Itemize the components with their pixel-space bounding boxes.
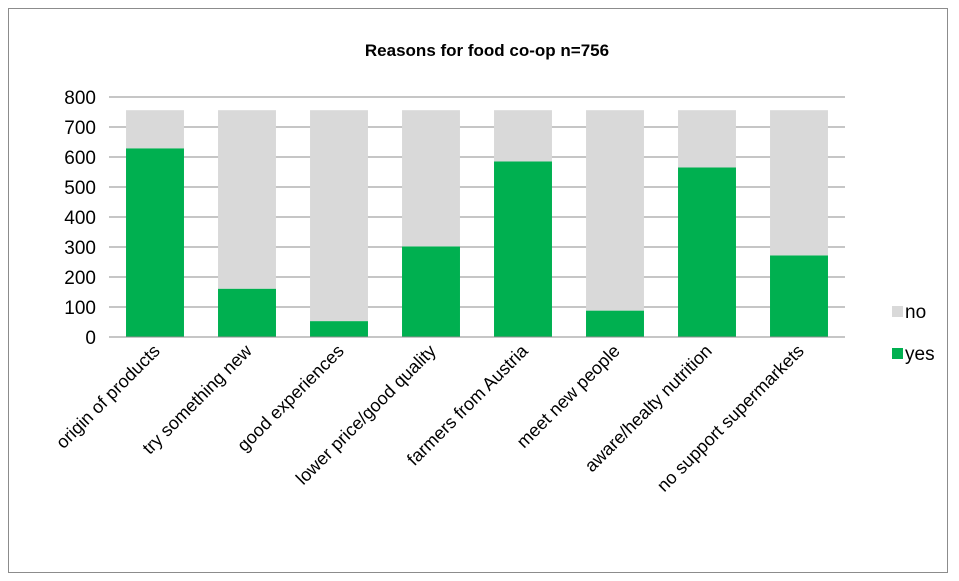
bar-yes: [586, 310, 644, 337]
legend: no yes: [892, 302, 935, 365]
legend-swatch-no: [892, 306, 903, 317]
legend-label-no: no: [905, 302, 926, 323]
bar-no: [494, 110, 552, 162]
bar-no: [310, 110, 368, 322]
y-tick-label: 0: [85, 328, 96, 349]
legend-swatch-yes: [892, 348, 903, 359]
y-tick-label: 500: [64, 178, 96, 199]
y-tick-label: 300: [64, 238, 96, 259]
bar-yes: [126, 148, 184, 337]
bar-yes: [218, 288, 276, 337]
bar-yes: [402, 246, 460, 337]
bar-no: [678, 110, 736, 168]
bar-yes: [770, 255, 828, 337]
x-tick-label: no support supermarkets: [653, 341, 808, 496]
y-tick-label: 100: [64, 298, 96, 319]
chart-title: Reasons for food co-op n=756: [365, 41, 609, 60]
bar-no: [402, 110, 460, 247]
y-tick-label: 800: [64, 88, 96, 109]
bar-no: [218, 110, 276, 289]
y-tick-label: 400: [64, 208, 96, 229]
bars: [126, 110, 828, 337]
legend-label-yes: yes: [905, 344, 935, 365]
bar-yes: [310, 321, 368, 337]
bar-no: [126, 110, 184, 149]
bar-yes: [494, 161, 552, 337]
bar-yes: [678, 167, 736, 337]
y-tick-label: 700: [64, 118, 96, 139]
y-tick-label: 200: [64, 268, 96, 289]
y-tick-label: 600: [64, 148, 96, 169]
bar-no: [770, 110, 828, 256]
y-axis-ticks: 0 100 200 300 400 500 600 700 800: [64, 88, 96, 349]
bar-no: [586, 110, 644, 311]
